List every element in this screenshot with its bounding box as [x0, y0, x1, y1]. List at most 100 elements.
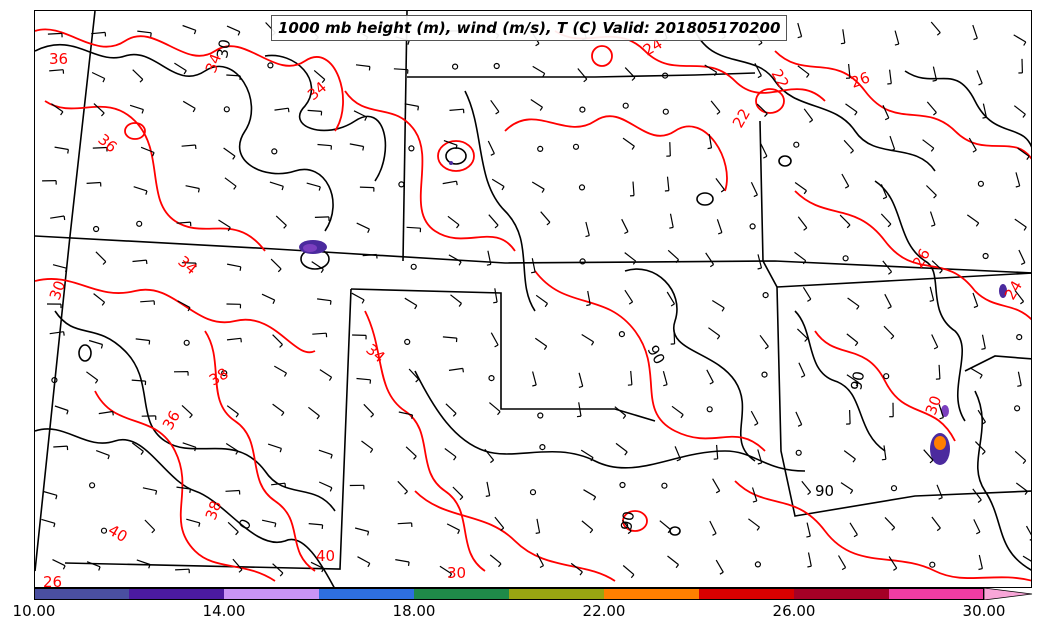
- calm-wind-marker: [488, 375, 495, 382]
- wind-barb-flag: [197, 188, 200, 193]
- height-label: 90: [815, 482, 834, 500]
- wind-barb: [882, 105, 890, 119]
- wind-barb: [622, 565, 635, 576]
- wind-barb-flag: [530, 271, 536, 274]
- wind-barb-flag: [806, 73, 810, 78]
- wind-barb-flag: [102, 78, 106, 83]
- wind-barb: [349, 143, 364, 148]
- wind-barb: [43, 490, 58, 496]
- calm-wind-marker: [223, 106, 230, 113]
- wind-barb: [176, 486, 191, 490]
- wind-barb: [806, 522, 811, 537]
- wind-barb-flag: [720, 189, 725, 193]
- calm-wind-marker: [493, 62, 500, 70]
- border-line: [402, 11, 408, 262]
- wind-barb-flag: [628, 301, 633, 305]
- wind-barb-flag: [752, 500, 757, 503]
- wind-barb: [49, 69, 64, 72]
- wind-barb: [439, 565, 452, 575]
- wind-barb: [748, 518, 760, 528]
- wind-barb: [137, 30, 152, 34]
- wind-barb: [356, 222, 370, 230]
- wind-barb-flag: [361, 299, 365, 304]
- wind-barb: [662, 371, 668, 385]
- wind-barb: [272, 334, 283, 346]
- wind-barb-flag: [235, 531, 239, 536]
- wind-barb: [54, 405, 69, 412]
- colorbar-segment: [604, 588, 699, 600]
- wind-barb: [311, 261, 324, 270]
- wind-barb: [489, 402, 501, 413]
- wind-barb-flag: [407, 40, 410, 45]
- wind-barb-flag: [1017, 384, 1022, 387]
- wind-barb-flag: [407, 561, 410, 566]
- wind-barb-flag: [852, 458, 856, 463]
- wind-barb-flag: [938, 497, 943, 500]
- wind-barb: [52, 559, 66, 567]
- wind-barb: [669, 142, 671, 157]
- wind-barb-flag: [719, 571, 724, 575]
- calm-wind-marker: [537, 145, 544, 152]
- wind-barb-flag: [283, 372, 288, 377]
- wind-barb-flag: [189, 414, 193, 419]
- wind-barb-flag: [1015, 185, 1020, 188]
- wind-barb: [757, 449, 763, 464]
- wind-barb: [54, 146, 69, 151]
- wind-barb: [487, 250, 492, 265]
- wind-barb: [445, 403, 457, 414]
- wind-barb-flag: [539, 565, 544, 569]
- wind-barb: [131, 379, 146, 382]
- height-contour: [669, 526, 681, 536]
- wind-barb-flag: [320, 269, 324, 274]
- wind-barb-flag: [63, 215, 66, 221]
- wind-barb-flag: [329, 487, 333, 492]
- wind-barb-flag: [62, 565, 66, 570]
- wind-barb: [756, 103, 768, 115]
- wind-barb-flag: [486, 263, 491, 266]
- temp-label: 34: [362, 340, 388, 366]
- wind-barb: [443, 140, 458, 146]
- wind-barb: [669, 213, 674, 228]
- wind-barb: [849, 522, 858, 536]
- calm-wind-marker: [706, 406, 713, 413]
- wind-barb: [931, 334, 939, 348]
- temp-label: 36: [159, 407, 184, 433]
- calm-wind-marker: [579, 258, 586, 265]
- wind-barb-flag: [404, 490, 408, 495]
- wind-barb-flag: [675, 259, 680, 264]
- wind-barb: [486, 481, 491, 496]
- wind-barb: [801, 480, 812, 493]
- wind-barb: [938, 364, 941, 379]
- calm-wind-marker: [92, 225, 100, 233]
- wind-barb-flag: [457, 529, 461, 535]
- wind-barb: [969, 367, 983, 376]
- wind-barb: [931, 516, 941, 529]
- colorbar-segment: [129, 588, 224, 600]
- wind-barb: [224, 177, 237, 187]
- wind-barb-flag: [670, 303, 675, 307]
- wind-barb: [226, 263, 241, 268]
- wind-barb: [976, 70, 983, 84]
- wind-barb: [1017, 147, 1030, 157]
- wind-barb-flag: [452, 412, 457, 417]
- wind-barb-flag: [981, 421, 986, 425]
- calm-wind-marker: [100, 527, 108, 534]
- wind-barb: [716, 219, 723, 233]
- wind-barb-flag: [367, 228, 370, 233]
- wind-barb: [931, 260, 943, 271]
- wind-barb: [136, 559, 151, 566]
- wind-barb-flag: [458, 261, 462, 266]
- wind-barb: [182, 442, 197, 448]
- wind-barb-flag: [1023, 41, 1027, 46]
- wind-barb: [404, 103, 419, 107]
- height-label: 90: [644, 342, 669, 368]
- wind-barb: [176, 221, 191, 224]
- wind-barb-flag: [976, 531, 981, 535]
- wind-barb: [797, 22, 803, 37]
- wind-barb: [1025, 525, 1031, 536]
- wind-barb: [271, 482, 286, 486]
- wind-barb-flag: [413, 455, 417, 460]
- wind-barb-flag: [279, 572, 284, 577]
- wind-barb: [406, 226, 421, 229]
- wind-barb: [715, 559, 724, 573]
